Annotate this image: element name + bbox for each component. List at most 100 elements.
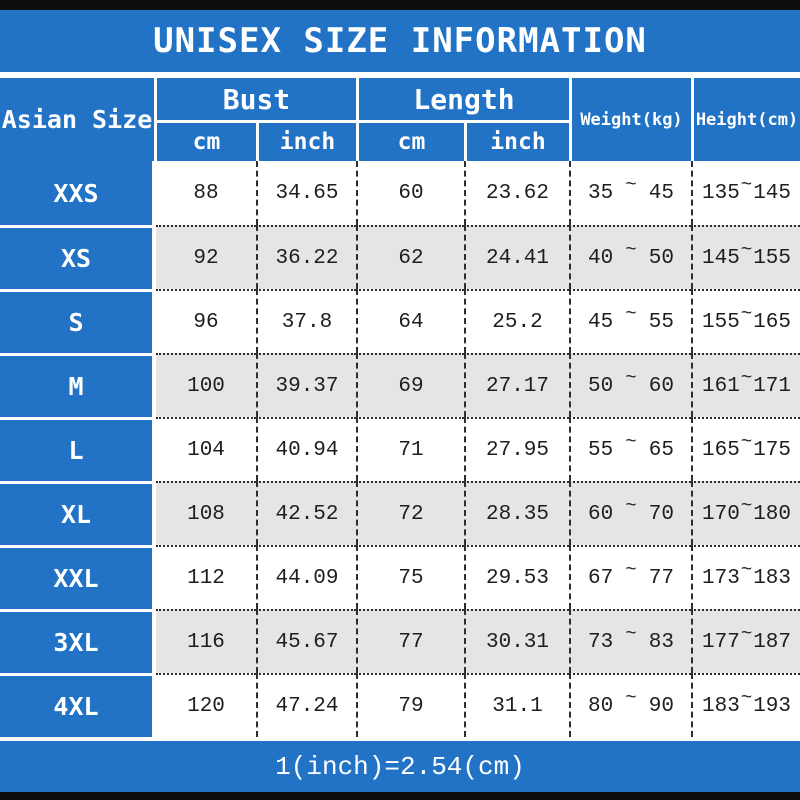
weight-range-cell: 55 ~65 — [569, 417, 691, 481]
weight-min: 40 — [588, 246, 614, 270]
col-header-asian-size: Asian Size — [0, 78, 154, 161]
spacer — [0, 72, 800, 78]
length-cm-cell: 64 — [356, 289, 464, 353]
conversion-note: 1(inch)=2.54(cm) — [275, 751, 525, 782]
subheader-length-inch: inch — [467, 123, 569, 161]
tilde-separator: ~ — [625, 239, 637, 261]
col-header-bust: Bust — [157, 78, 356, 120]
bust-inch-cell: 42.52 — [256, 481, 356, 545]
bust-cm-cell: 120 — [156, 673, 256, 737]
bust-cm-cell: 108 — [156, 481, 256, 545]
length-cm-cell: 60 — [356, 161, 464, 225]
weight-range-cell: 35 ~45 — [569, 161, 691, 225]
weight-range-cell: 60 ~70 — [569, 481, 691, 545]
weight-max: 45 — [648, 181, 674, 205]
height-max: 155 — [753, 246, 791, 270]
height-min: 135 — [702, 181, 740, 205]
size-cell: 3XL — [0, 609, 156, 673]
tilde-separator: ~ — [740, 239, 753, 261]
bust-inch-cell: 34.65 — [256, 161, 356, 225]
height-range-cell: 155 ~165 — [691, 289, 800, 353]
bust-inch-cell: 36.22 — [256, 225, 356, 289]
size-cell: M — [0, 353, 156, 417]
length-cm-cell: 72 — [356, 481, 464, 545]
weight-min: 55 — [588, 438, 614, 462]
bust-inch-cell: 44.09 — [256, 545, 356, 609]
title-bar: UNISEX SIZE INFORMATION — [0, 10, 800, 72]
weight-min: 45 — [588, 310, 614, 334]
tilde-separator: ~ — [625, 431, 637, 453]
bust-cm-cell: 88 — [156, 161, 256, 225]
tilde-separator: ~ — [625, 623, 637, 645]
size-cell: S — [0, 289, 156, 353]
weight-max: 90 — [648, 694, 674, 718]
weight-max: 65 — [648, 438, 674, 462]
height-max: 165 — [753, 310, 791, 334]
weight-max: 70 — [648, 502, 674, 526]
weight-min: 73 — [588, 630, 614, 654]
height-min: 173 — [702, 566, 740, 590]
weight-range-cell: 67 ~77 — [569, 545, 691, 609]
tilde-separator: ~ — [740, 559, 753, 581]
bust-inch-cell: 40.94 — [256, 417, 356, 481]
size-cell: XS — [0, 225, 156, 289]
height-min: 155 — [702, 310, 740, 334]
height-min: 145 — [702, 246, 740, 270]
length-cm-cell: 62 — [356, 225, 464, 289]
weight-min: 67 — [588, 566, 614, 590]
size-cell: XL — [0, 481, 156, 545]
bust-inch-cell: 39.37 — [256, 353, 356, 417]
page-title: UNISEX SIZE INFORMATION — [153, 21, 647, 61]
weight-min: 50 — [588, 374, 614, 398]
height-min: 170 — [702, 502, 740, 526]
bust-cm-cell: 104 — [156, 417, 256, 481]
height-max: 183 — [753, 566, 791, 590]
height-range-cell: 170 ~180 — [691, 481, 800, 545]
table-body: XXS 88 34.65 60 23.62 35 ~45 135 ~145 XS 9… — [0, 161, 800, 737]
length-inch-cell: 31.1 — [464, 673, 569, 737]
length-inch-cell: 25.2 — [464, 289, 569, 353]
bust-inch-cell: 45.67 — [256, 609, 356, 673]
height-range-cell: 145 ~155 — [691, 225, 800, 289]
size-cell: 4XL — [0, 673, 156, 737]
tilde-separator: ~ — [740, 431, 753, 453]
tilde-separator: ~ — [625, 687, 637, 709]
weight-min: 60 — [588, 502, 614, 526]
length-inch-cell: 27.95 — [464, 417, 569, 481]
col-header-weight: Weight(kg) — [572, 78, 691, 161]
tilde-separator: ~ — [740, 303, 753, 325]
weight-max: 55 — [648, 310, 674, 334]
bust-cm-cell: 96 — [156, 289, 256, 353]
weight-range-cell: 40 ~50 — [569, 225, 691, 289]
bust-cm-cell: 100 — [156, 353, 256, 417]
height-max: 193 — [753, 694, 791, 718]
size-cell: L — [0, 417, 156, 481]
weight-min: 80 — [588, 694, 614, 718]
length-inch-cell: 24.41 — [464, 225, 569, 289]
height-max: 187 — [753, 630, 791, 654]
tilde-separator: ~ — [625, 367, 637, 389]
weight-range-cell: 80 ~90 — [569, 673, 691, 737]
height-min: 165 — [702, 438, 740, 462]
length-cm-cell: 75 — [356, 545, 464, 609]
size-cell: XXS — [0, 161, 156, 225]
height-range-cell: 161 ~171 — [691, 353, 800, 417]
col-header-length: Length — [359, 78, 569, 120]
length-inch-cell: 30.31 — [464, 609, 569, 673]
top-border-bar — [0, 0, 800, 10]
bust-cm-cell: 116 — [156, 609, 256, 673]
weight-max: 50 — [648, 246, 674, 270]
spacer — [0, 737, 800, 741]
tilde-separator: ~ — [740, 687, 753, 709]
length-cm-cell: 79 — [356, 673, 464, 737]
height-range-cell: 165 ~175 — [691, 417, 800, 481]
length-inch-cell: 27.17 — [464, 353, 569, 417]
subheader-bust-cm: cm — [157, 123, 256, 161]
length-inch-cell: 23.62 — [464, 161, 569, 225]
height-min: 177 — [702, 630, 740, 654]
tilde-separator: ~ — [625, 303, 637, 325]
weight-max: 60 — [648, 374, 674, 398]
col-header-height: Height(cm) — [694, 78, 800, 161]
height-min: 161 — [702, 374, 740, 398]
